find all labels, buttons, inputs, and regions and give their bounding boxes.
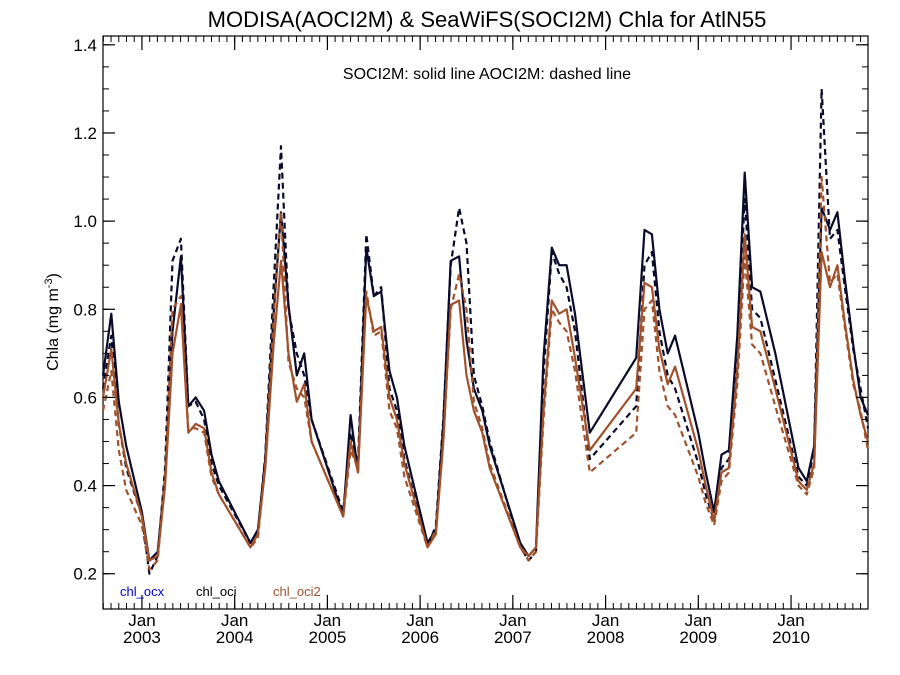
legend-entry-chl_oci: chl_oci — [196, 584, 237, 599]
series-line-2 — [101, 233, 870, 562]
chart-title: MODISA(AOCI2M) & SeaWiFS(SOCI2M) Chla fo… — [208, 7, 767, 32]
x-tick-month: Jan — [777, 611, 804, 630]
x-tick-year: 2003 — [123, 628, 161, 647]
y-tick-label: 1.2 — [73, 124, 97, 143]
x-tick-year: 2006 — [401, 628, 439, 647]
x-tick-year: 2009 — [679, 628, 717, 647]
legend-entry-chl_ocx: chl_ocx — [120, 584, 165, 599]
x-tick-year: 2004 — [216, 628, 254, 647]
y-axis: 0.2 0.4 0.6 0.8 1.0 1.2 1.4 — [73, 36, 868, 584]
y-axis-label: Chla (mg m-3) — [43, 273, 62, 371]
y-axis-label-main: Chla (mg m — [45, 288, 62, 371]
x-tick-year: 2010 — [772, 628, 810, 647]
y-tick-label: 0.2 — [73, 565, 97, 584]
y-tick-label: 1.0 — [73, 212, 97, 231]
series-line-1 — [101, 87, 870, 575]
x-tick-month: Jan — [685, 611, 712, 630]
x-tick-month: Jan — [128, 611, 155, 630]
y-axis-label-superscript: -3 — [43, 278, 55, 288]
x-tick-year: 2005 — [308, 628, 346, 647]
x-axis: Jan2003Jan2004Jan2005Jan2006Jan2007Jan20… — [102, 36, 862, 647]
y-axis-label-end: ) — [45, 273, 62, 278]
x-tick-year: 2007 — [494, 628, 532, 647]
y-tick-label: 0.6 — [73, 388, 97, 407]
x-tick-month: Jan — [592, 611, 619, 630]
y-tick-label: 1.4 — [73, 36, 97, 55]
series-line-0 — [101, 171, 870, 562]
legend: chl_ocx chl_oci chl_oci2 — [120, 584, 321, 599]
y-tick-label: 0.4 — [73, 477, 97, 496]
x-tick-month: Jan — [221, 611, 248, 630]
line-style-note: SOCI2M: solid line AOCI2M: dashed line — [343, 66, 631, 83]
x-tick-month: Jan — [406, 611, 433, 630]
x-tick-month: Jan — [314, 611, 341, 630]
plot-frame — [102, 35, 869, 610]
legend-entry-chl_oci2: chl_oci2 — [273, 584, 321, 599]
y-tick-label: 0.8 — [73, 300, 97, 319]
x-tick-year: 2008 — [587, 628, 625, 647]
x-tick-month: Jan — [499, 611, 526, 630]
series-layer — [101, 87, 870, 575]
series-line-3 — [101, 175, 870, 571]
